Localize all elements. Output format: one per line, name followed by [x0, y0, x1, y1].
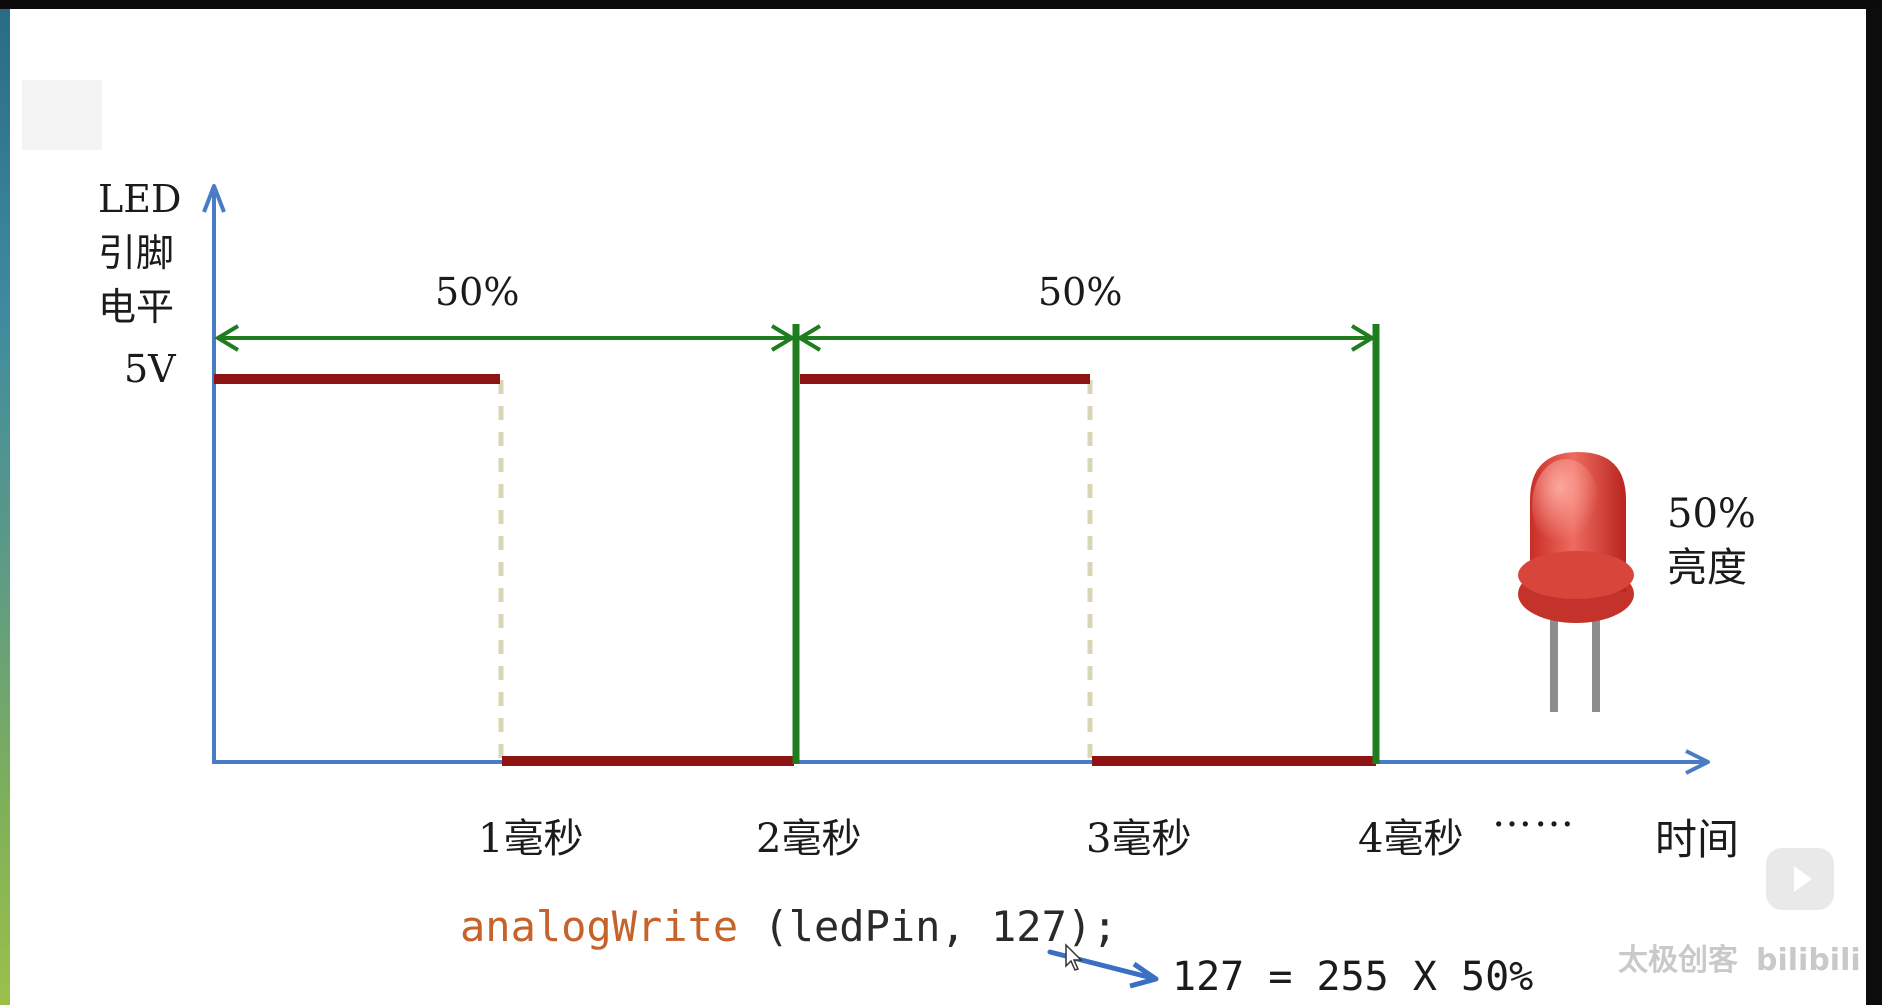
window-top-bar [0, 0, 1882, 9]
period-span-arrow-1-left-head [214, 324, 240, 352]
y-axis-label-line-2: 引脚 [98, 231, 175, 275]
time-tick-3ms: 3毫秒 [1086, 816, 1192, 862]
code-line: analogWrite (ledPin, 127); [460, 902, 1117, 951]
period-span-arrow-1-right-head [770, 324, 796, 352]
watermark: 太极创客 bilibili [1618, 935, 1879, 979]
period-span-arrow-2-left-head [796, 324, 822, 352]
y-axis-label: LED 引脚 电平 [98, 172, 181, 334]
time-tick-4ms: 4毫秒 [1358, 816, 1464, 862]
high-level-label: 5V [124, 347, 176, 391]
y-axis-label-line-1: LED [98, 177, 182, 221]
duty-label-1: 50% [435, 270, 520, 314]
period-span-arrow-2-right-head [1350, 324, 1376, 352]
equation: 127 = 255 X 50% [1172, 954, 1534, 1000]
y-axis-label-line-3: 电平 [98, 285, 175, 329]
time-tick-1ms: 1毫秒 [478, 816, 584, 862]
brightness-percent: 50% [1667, 491, 1756, 537]
time-tick-2ms: 2毫秒 [756, 816, 862, 862]
code-function: analogWrite [460, 902, 739, 951]
background-patch [22, 80, 102, 150]
watermark-brand: bilibili [1756, 943, 1861, 978]
x-axis-label: 时间 [1655, 815, 1740, 864]
duty-label-2: 50% [1038, 270, 1123, 314]
left-edge-strip [0, 9, 10, 1005]
annotation-arrow-head [1129, 961, 1159, 989]
right-edge-strip [1866, 9, 1882, 1005]
continuation-dots: …… [1492, 790, 1576, 836]
play-button-icon[interactable] [1766, 848, 1834, 910]
y-axis-arrowhead [202, 184, 226, 213]
brightness-label: 50% 亮度 [1667, 487, 1756, 595]
watermark-text: 太极创客 [1618, 943, 1738, 978]
cursor-icon [1065, 943, 1083, 971]
led-bulb-icon [1518, 452, 1634, 712]
code-args: (ledPin, 127); [738, 902, 1118, 951]
x-axis-arrowhead [1685, 749, 1710, 775]
brightness-word: 亮度 [1667, 545, 1747, 591]
